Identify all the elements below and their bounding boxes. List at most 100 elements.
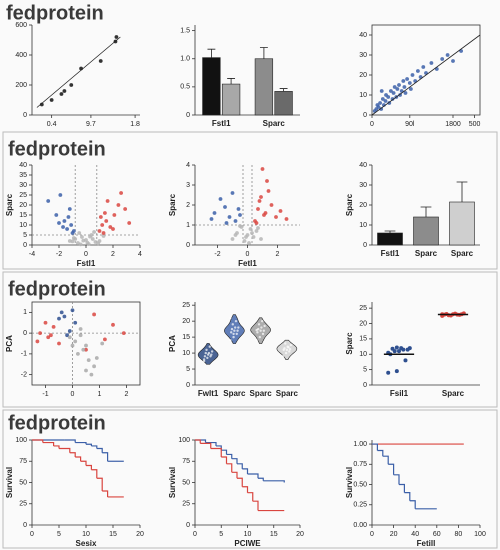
point [403, 358, 408, 363]
y-axis-label: Sparc [168, 193, 177, 216]
y-tick-label: 20 [182, 318, 190, 325]
trend-line [371, 34, 481, 116]
y-tick-label: 40 [19, 162, 27, 169]
y-tick-label: -2 [21, 371, 27, 378]
point [379, 107, 384, 111]
survival-step [86, 464, 92, 470]
point [227, 215, 232, 219]
x-tick-label: Sparc [451, 249, 474, 258]
point [256, 207, 260, 211]
y-tick-label: 15 [359, 336, 367, 343]
x-tick-label: Sparc [442, 389, 465, 398]
point [209, 217, 214, 221]
point [210, 350, 214, 353]
point [112, 213, 117, 217]
y-tick-label: 0.25 [353, 502, 367, 509]
point [230, 327, 234, 331]
survival-step [53, 445, 60, 449]
point [398, 93, 402, 97]
point [73, 339, 78, 344]
survival-step [388, 463, 395, 475]
x-tick-label: 40 [411, 531, 419, 538]
survival-step [221, 449, 228, 455]
survival-step [242, 486, 249, 493]
point [205, 348, 208, 352]
survival-step [377, 449, 384, 457]
point [421, 65, 426, 69]
x-tick-label: 2 [125, 391, 129, 398]
x-tick-label: 2 [276, 251, 280, 258]
x-tick-label: 20 [296, 531, 304, 538]
panel-frame [2, 409, 498, 549]
point [244, 235, 248, 239]
y-tick-label: 0 [23, 112, 27, 119]
point [231, 323, 234, 326]
point [389, 89, 393, 93]
point [100, 223, 105, 227]
y-tick-label: 25 [19, 192, 27, 199]
survival-step [237, 477, 243, 487]
point [89, 372, 94, 377]
plot-frame [31, 301, 141, 386]
x-tick-label: 0 [71, 391, 75, 398]
point [58, 193, 63, 197]
error-bar [420, 206, 432, 217]
point [261, 332, 265, 336]
bar [254, 58, 274, 116]
error-bar [259, 47, 268, 59]
point [105, 199, 110, 203]
y-tick-label: 10 [359, 92, 367, 99]
point [440, 57, 445, 61]
survival-step [252, 500, 259, 511]
point [242, 239, 247, 243]
y-tick-label: 10 [359, 222, 367, 229]
panel-title: fedprotein [8, 278, 106, 300]
point [251, 235, 256, 239]
y-tick-label: 20 [359, 320, 367, 327]
point [285, 348, 289, 352]
x-tick-label: 80 [455, 531, 463, 538]
point [59, 310, 64, 315]
point [98, 215, 103, 219]
x-tick-label: 9.7 [86, 121, 96, 128]
point [256, 226, 260, 230]
y-axis-label: Survival [168, 467, 177, 498]
point [127, 221, 132, 225]
point [70, 308, 75, 313]
point [283, 347, 286, 350]
point [403, 91, 408, 95]
point [70, 343, 75, 348]
x-tick-label: 4 [138, 251, 142, 258]
point [281, 355, 285, 358]
y-tick-label: 1.00 [353, 441, 367, 448]
x-tick-label: -2 [214, 251, 220, 258]
point [262, 329, 266, 332]
y-tick-label: 0 [23, 522, 27, 529]
point [248, 227, 253, 231]
bar [221, 83, 241, 116]
panel-title: fedprotein [8, 138, 106, 160]
survival-step [69, 452, 76, 457]
x-axis-label: Fstl1 [77, 259, 96, 268]
point [77, 231, 82, 235]
point [259, 195, 263, 199]
point [238, 224, 242, 228]
y-tick-label: 1 [23, 309, 27, 316]
x-tick-label: 5 [219, 531, 223, 538]
survival-step [399, 483, 405, 493]
point [230, 191, 235, 195]
panel-title: fedprotein [6, 2, 104, 24]
point [269, 203, 274, 207]
point [69, 83, 74, 87]
point [81, 347, 86, 352]
point [43, 320, 48, 325]
point [71, 229, 76, 233]
x-tick-label: 15 [109, 531, 117, 538]
point [51, 325, 56, 329]
y-tick-label: 50 [19, 479, 27, 486]
point [408, 87, 413, 91]
survival-step [195, 439, 201, 444]
point [73, 237, 78, 241]
bar [274, 91, 293, 116]
point [67, 329, 72, 333]
